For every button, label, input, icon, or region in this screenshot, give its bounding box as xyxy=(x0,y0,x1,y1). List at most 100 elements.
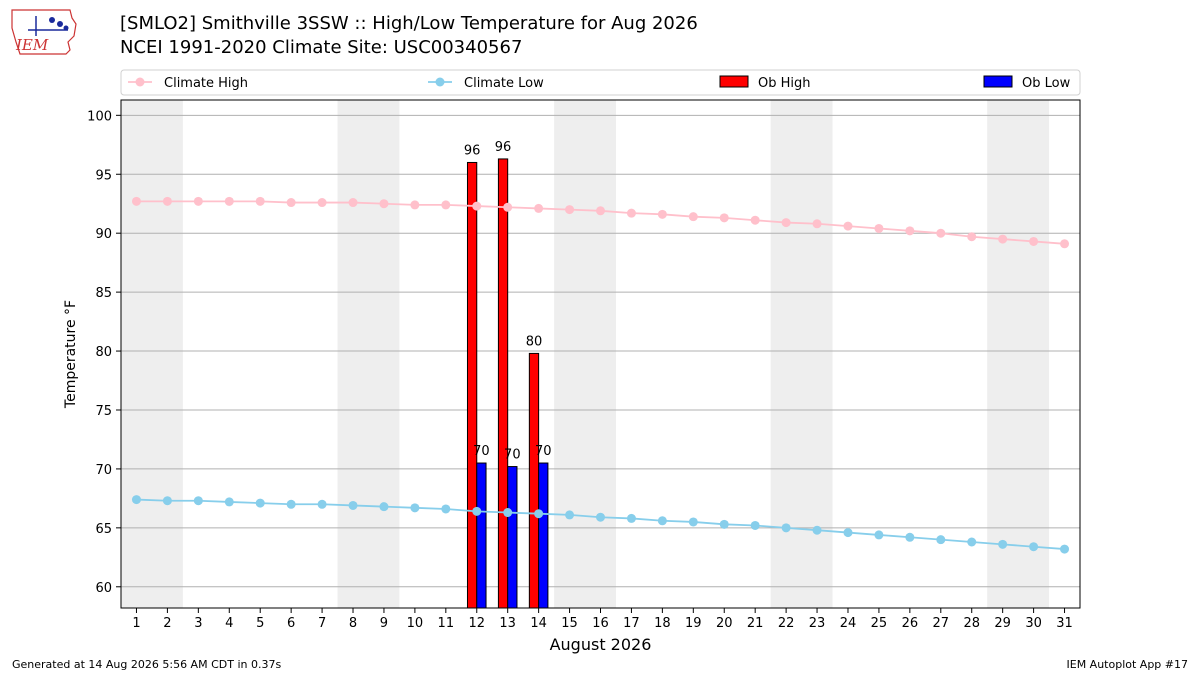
climate-high-point xyxy=(565,205,575,215)
climate-high-point xyxy=(657,209,667,219)
climate-low-point xyxy=(441,504,451,514)
chart-subtitle: NCEI 1991-2020 Climate Site: USC00340567 xyxy=(120,37,523,58)
x-tick-label: 29 xyxy=(994,616,1011,631)
climate-low-point xyxy=(317,499,327,509)
climate-low-point xyxy=(1029,542,1039,552)
climate-low-point xyxy=(719,519,729,529)
x-tick-label: 1 xyxy=(132,616,140,631)
climate-high-point xyxy=(348,198,358,208)
legend-climate-high-marker xyxy=(135,77,145,87)
x-tick-label: 12 xyxy=(468,616,485,631)
x-tick-label: 31 xyxy=(1056,616,1073,631)
x-tick-label: 10 xyxy=(407,616,424,631)
climate-low-point xyxy=(286,499,296,509)
climate-low-point xyxy=(348,500,358,510)
iem-logo: IEM xyxy=(11,9,77,55)
x-tick-label: 4 xyxy=(225,616,233,631)
x-tick-label: 7 xyxy=(318,616,326,631)
wind-cup-icon xyxy=(57,21,63,27)
x-tick-label: 30 xyxy=(1025,616,1042,631)
climate-high-point xyxy=(162,196,172,206)
climate-high-point xyxy=(255,196,265,206)
climate-low-point xyxy=(379,502,389,512)
legend-ob-high-label: Ob High xyxy=(758,76,811,91)
climate-high-point xyxy=(503,202,513,212)
ob-high-bar-label: 80 xyxy=(526,334,543,349)
weekend-band xyxy=(337,100,400,608)
climate-low-point xyxy=(874,530,884,540)
climate-high-point xyxy=(750,215,760,225)
iem-logo-text: IEM xyxy=(15,36,49,54)
x-tick-label: 14 xyxy=(530,616,547,631)
chart-title: [SMLO2] Smithville 3SSW :: High/Low Temp… xyxy=(120,13,698,34)
y-tick-label: 65 xyxy=(95,522,112,537)
x-tick-label: 28 xyxy=(963,616,980,631)
climate-lines xyxy=(131,196,1070,554)
climate-low-point xyxy=(193,496,203,506)
climate-high-point xyxy=(286,198,296,208)
weekend-band xyxy=(121,100,183,608)
x-axis-label: August 2026 xyxy=(550,635,652,654)
climate-low-point xyxy=(936,535,946,545)
climate-low-point xyxy=(131,495,141,505)
ob-low-bar-label: 70 xyxy=(535,444,552,459)
climate-low-point xyxy=(781,523,791,533)
climate-high-point xyxy=(410,200,420,210)
climate-low-point xyxy=(255,498,265,508)
climate-low-point xyxy=(998,539,1008,549)
legend-box xyxy=(120,69,1081,96)
climate-high-point xyxy=(967,232,977,242)
climate-low-point xyxy=(162,496,172,506)
wind-cup-icon xyxy=(49,17,55,23)
generated-timestamp: Generated at 14 Aug 2026 5:56 AM CDT in … xyxy=(12,658,282,671)
x-tick-label: 20 xyxy=(716,616,733,631)
ob-low-bar xyxy=(476,462,487,609)
ob-high-bar xyxy=(466,161,478,609)
x-tick-label: 16 xyxy=(592,616,609,631)
x-tick-label: 8 xyxy=(349,616,357,631)
ob-high-bar-label: 96 xyxy=(495,140,512,155)
y-tick-label: 90 xyxy=(95,227,112,242)
x-tick-label: 27 xyxy=(933,616,950,631)
x-tick-label: 3 xyxy=(194,616,202,631)
climate-low-point xyxy=(224,497,234,507)
x-tick-label: 25 xyxy=(871,616,888,631)
x-tick-label: 6 xyxy=(287,616,295,631)
climate-high-point xyxy=(905,226,915,236)
y-axis-ticks: 60 65 70 75 80 85 90 95 100 xyxy=(87,109,121,596)
x-tick-label: 26 xyxy=(902,616,919,631)
legend-climate-low-label: Climate Low xyxy=(464,76,544,91)
climate-high-point xyxy=(379,199,389,209)
climate-high-point xyxy=(1029,236,1039,246)
x-tick-label: 21 xyxy=(747,616,764,631)
weekend-bands xyxy=(121,100,1050,608)
legend-ob-low-swatch xyxy=(983,75,1013,88)
weekend-band xyxy=(770,100,833,608)
climate-high-point xyxy=(1060,239,1070,249)
x-tick-label: 17 xyxy=(623,616,640,631)
weekend-band xyxy=(987,100,1050,608)
climate-low-point xyxy=(905,532,915,542)
climate-high-point xyxy=(224,196,234,206)
legend-ob-high-swatch xyxy=(719,75,749,88)
x-tick-label: 5 xyxy=(256,616,264,631)
climate-high-point xyxy=(626,208,636,218)
legend-climate-low-marker xyxy=(435,77,445,87)
climate-high-point xyxy=(131,196,141,206)
climate-high-point xyxy=(719,213,729,223)
climate-high-point xyxy=(688,212,698,222)
ob-low-bar xyxy=(507,466,518,609)
x-tick-label: 13 xyxy=(499,616,516,631)
climate-high-point xyxy=(781,218,791,228)
x-tick-label: 23 xyxy=(809,616,826,631)
climate-low-point xyxy=(503,508,513,518)
climate-low-point xyxy=(410,503,420,513)
y-tick-label: 100 xyxy=(87,109,112,124)
observed-bars xyxy=(466,158,549,609)
climate-low-point xyxy=(843,528,853,538)
ob-low-bar xyxy=(538,462,549,609)
climate-high-point xyxy=(874,223,884,233)
climate-low-point xyxy=(688,517,698,527)
climate-low-point xyxy=(812,525,822,535)
